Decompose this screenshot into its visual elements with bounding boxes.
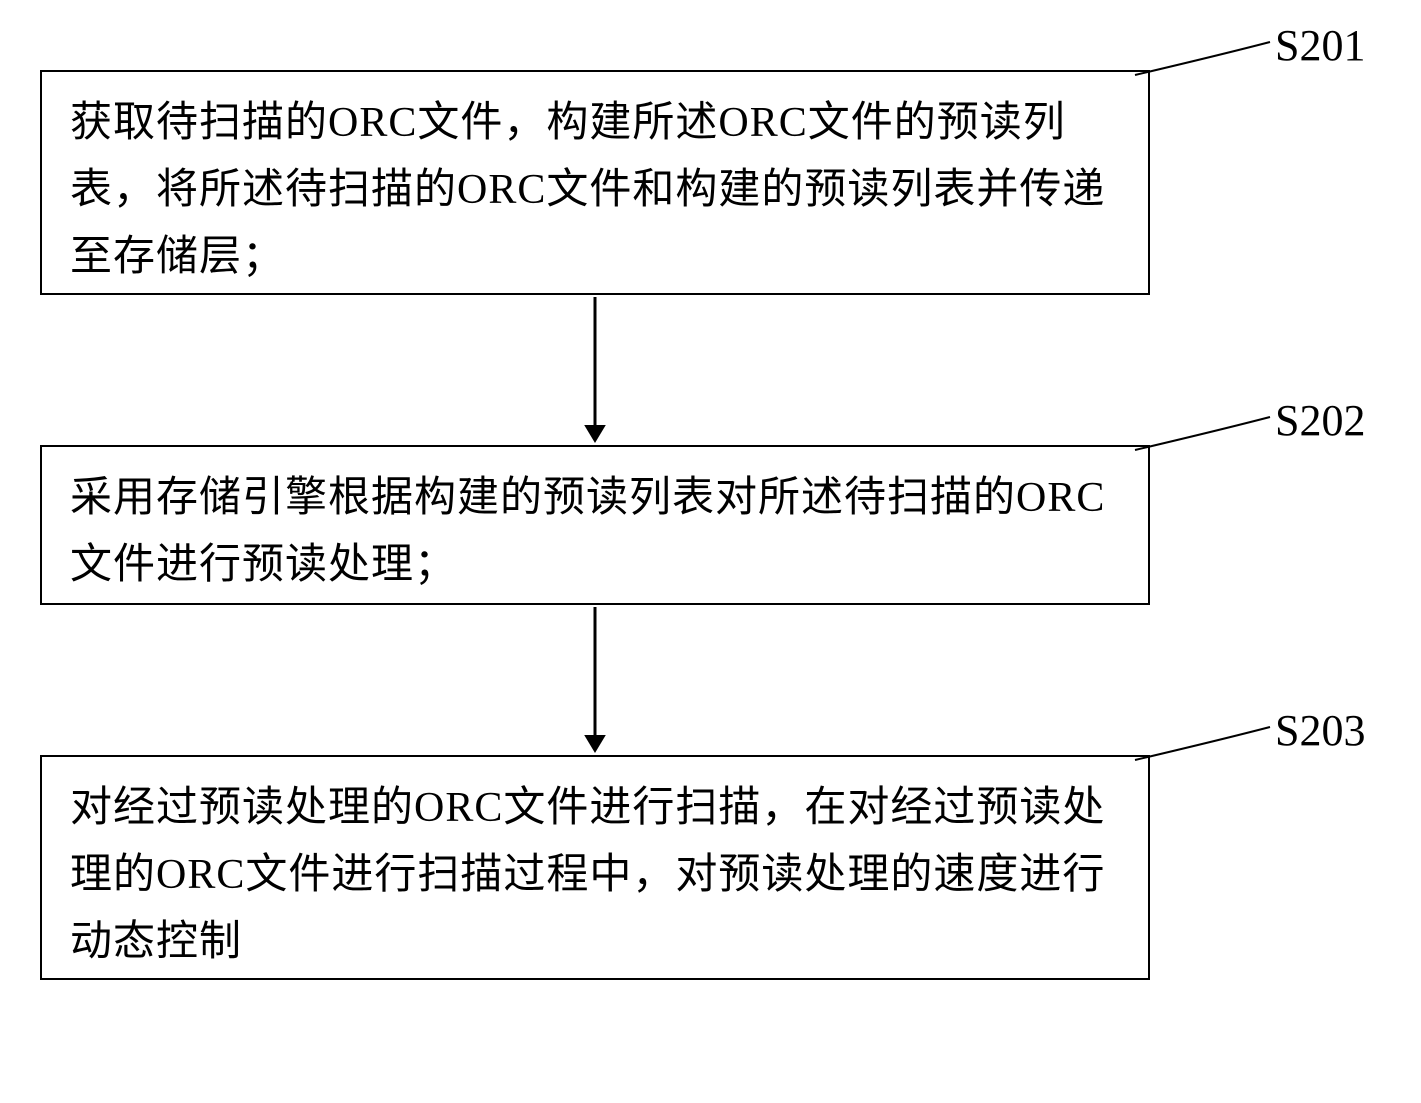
flowchart-container: 获取待扫描的ORC文件，构建所述ORC文件的预读列表，将所述待扫描的ORC文件和… <box>0 0 1421 1103</box>
flowchart-arrow <box>0 0 1421 1103</box>
